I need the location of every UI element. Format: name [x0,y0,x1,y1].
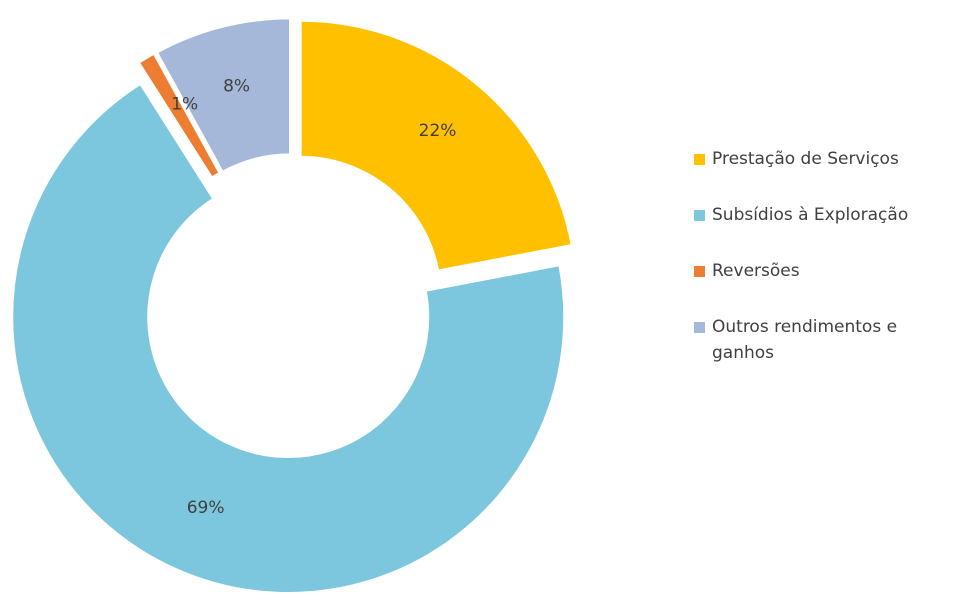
legend-swatch [694,154,705,165]
slice-outros [155,17,292,174]
data-label-subsidios: 69% [187,498,225,518]
labels-group: 22% 69% 1% 8% [171,76,456,518]
data-label-reversoes: 1% [171,95,198,115]
legend-swatch [694,266,705,277]
legend-swatch [694,210,705,221]
legend-item-subsidios: Subsídios à Exploração [694,202,964,228]
legend: Prestação de Serviços Subsídios à Explor… [694,146,964,396]
legend-label: Subsídios à Exploração [712,205,909,225]
legend-label: Reversões [712,261,800,281]
data-label-prestacao: 22% [419,121,457,141]
data-label-outros: 8% [223,76,250,96]
slices-group [11,17,573,594]
legend-item-reversoes: Reversões [694,258,964,284]
slice-prestacao [299,19,573,272]
legend-swatch [694,322,705,333]
slice-reversoes [137,52,221,179]
legend-label: Prestação de Serviços [712,149,899,169]
legend-item-outros: Outros rendimentos e ganhos [694,314,964,366]
slice-subsidios [11,82,566,594]
legend-item-prestacao: Prestação de Serviços [694,146,964,172]
legend-label: Outros rendimentos e ganhos [712,317,898,363]
